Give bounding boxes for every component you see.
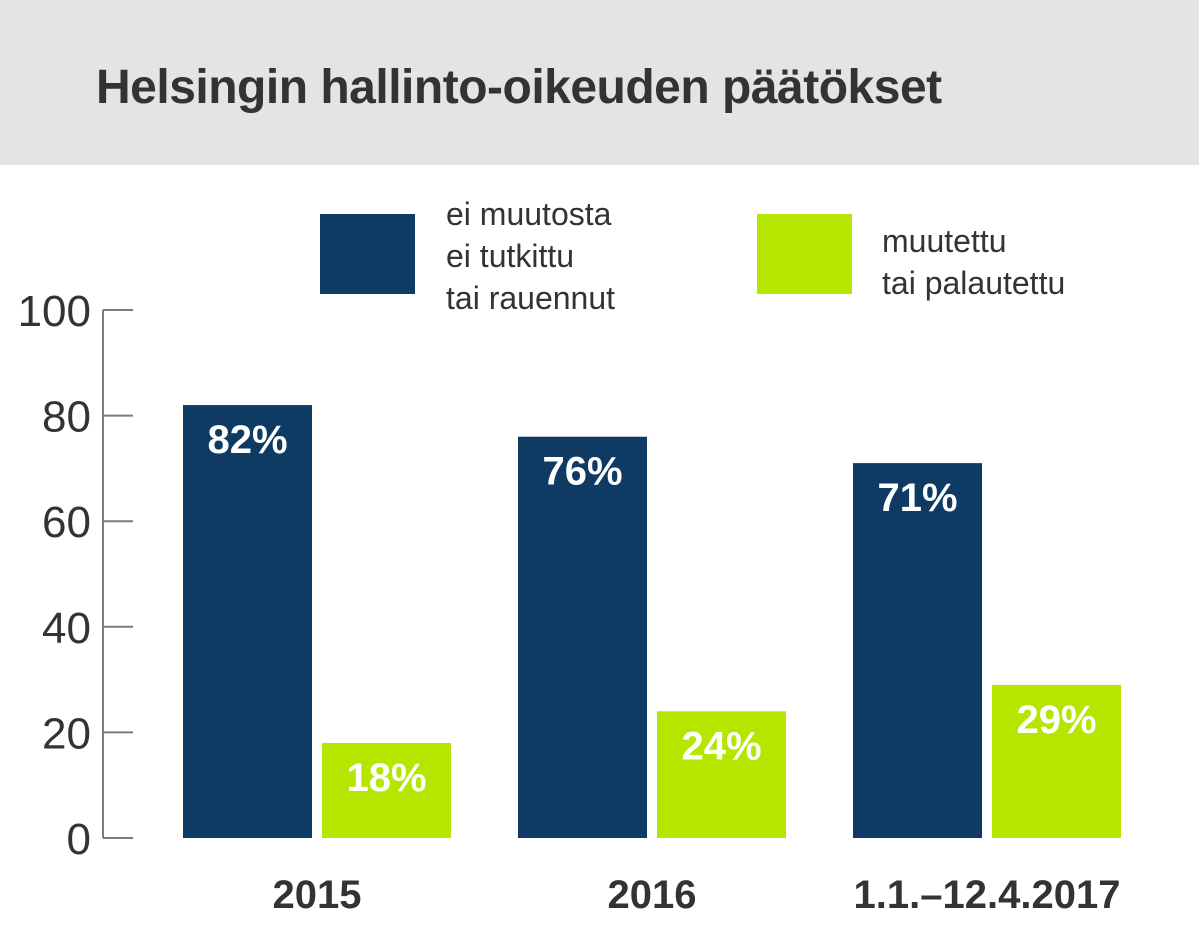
bar (853, 463, 982, 838)
bar-value-label: 18% (346, 756, 426, 800)
header-band: Helsingin hallinto-oikeuden päätökset (0, 0, 1199, 165)
bar (322, 742, 451, 838)
y-tick-label: 80 (42, 393, 91, 442)
bar-value-label: 29% (1016, 698, 1096, 742)
legend-swatch-changed (757, 214, 852, 294)
bar (657, 711, 786, 838)
x-category-label: 2015 (273, 873, 362, 917)
x-category-label: 1.1.–12.4.2017 (854, 873, 1121, 917)
bar-value-label: 82% (207, 418, 287, 462)
y-tick-label: 60 (42, 498, 91, 547)
bar (992, 684, 1121, 838)
chart-title: Helsingin hallinto-oikeuden päätökset (96, 61, 942, 114)
x-category-label: 2016 (608, 873, 697, 917)
legend-swatch-unchanged (320, 214, 415, 294)
bar-value-label: 76% (542, 450, 622, 494)
legend-label-changed: muutettu tai palautettu (882, 223, 1066, 301)
y-tick-label: 40 (42, 604, 91, 653)
legend-label-unchanged: ei muutosta ei tutkittu tai rauennut (446, 196, 616, 316)
bar-value-label: 71% (877, 476, 957, 520)
bar-value-label: 24% (681, 724, 761, 768)
bar (183, 405, 312, 838)
y-tick-label: 0 (67, 815, 91, 864)
bar (518, 436, 647, 838)
y-tick-label: 100 (18, 287, 91, 336)
y-tick-label: 20 (42, 709, 91, 758)
